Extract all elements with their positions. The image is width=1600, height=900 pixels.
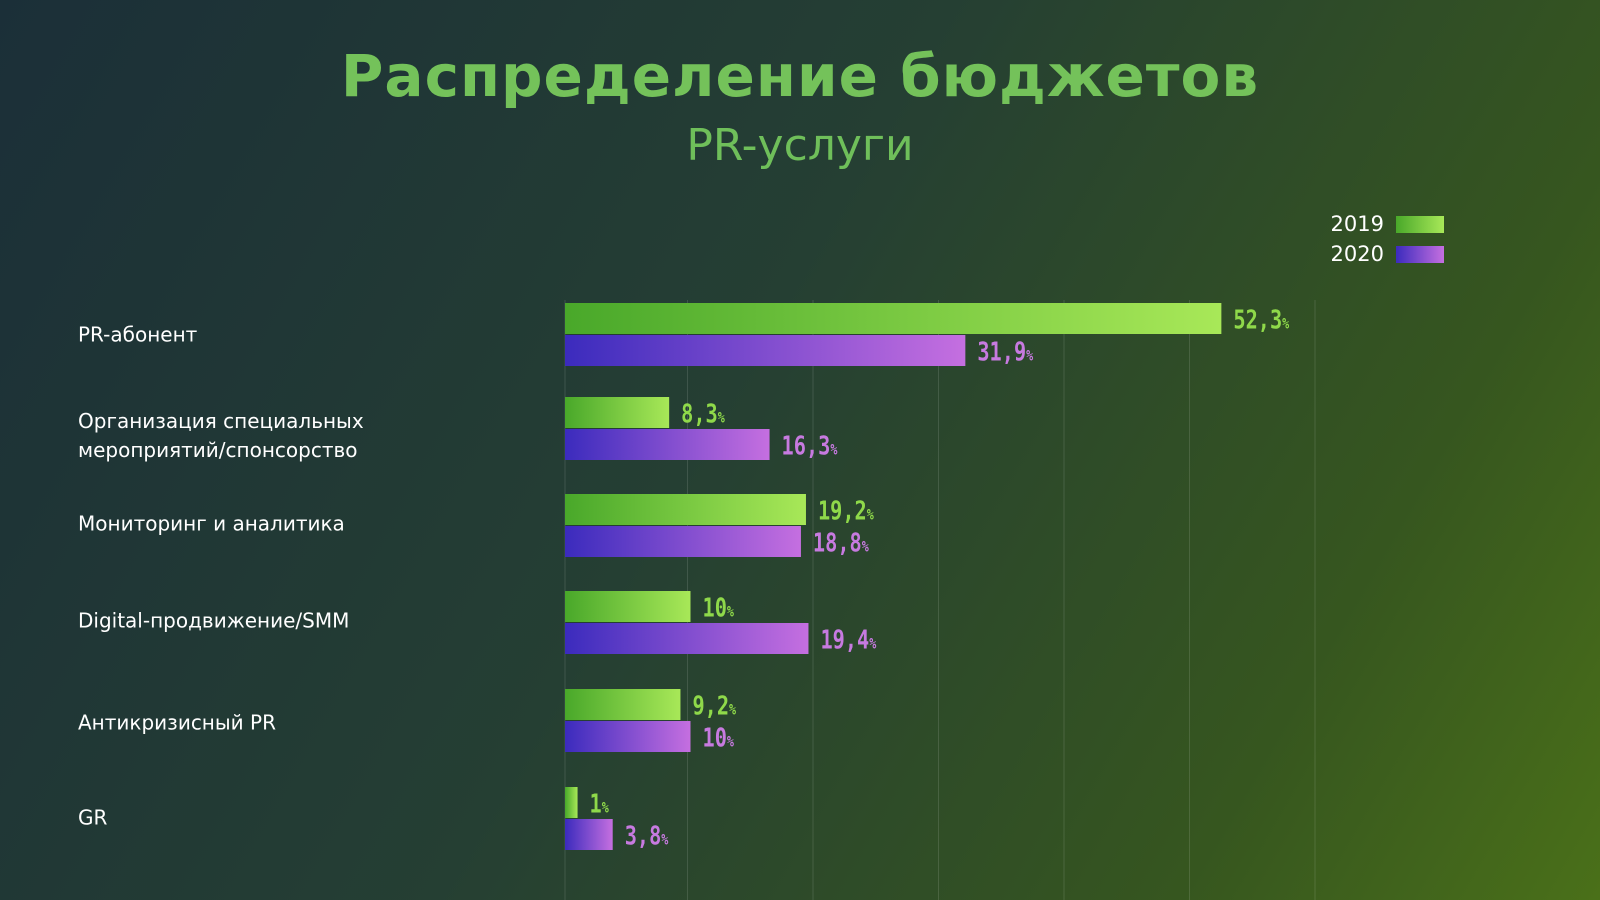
legend-label-2019: 2019 [1330, 212, 1384, 236]
category-label-digital-smm: Digital-продвижение/SMM [78, 608, 350, 633]
data-label-2020-5: 3,8% [625, 821, 669, 851]
legend-item-2019: 2019 [1331, 211, 1444, 237]
data-label-2019-0: 52,3% [1233, 305, 1289, 335]
bar-2020-4 [565, 721, 691, 752]
bar-2020-5 [565, 819, 613, 850]
category-label-gr: GR [78, 805, 108, 830]
bar-2019-1 [565, 397, 670, 428]
data-label-2019-4: 9,2% [692, 691, 736, 721]
data-label-2019-5: 1% [590, 789, 609, 819]
legend-swatch-2019 [1396, 215, 1444, 233]
category-label-pr-subscription: PR-абонент [78, 322, 198, 347]
bar-2019-4 [565, 689, 681, 720]
data-label-2019-3: 10% [703, 593, 734, 623]
data-label-2020-4: 10% [703, 723, 734, 753]
bar-2020-3 [565, 623, 809, 654]
bar-2019-0 [565, 303, 1222, 334]
chart-subtitle: PR-услуги [686, 120, 914, 171]
data-label-2019-2: 19,2% [818, 496, 874, 526]
bar-2019-5 [565, 787, 578, 818]
data-label-2020-1: 16,3% [782, 431, 838, 461]
chart-title: Распределение бюджетов [340, 42, 1260, 110]
legend-item-2020: 2020 [1331, 241, 1444, 267]
bar-2019-3 [565, 591, 691, 622]
data-label-2020-0: 31,9% [977, 337, 1033, 367]
data-label-2020-3: 19,4% [820, 625, 876, 655]
data-label-2019-1: 8,3% [681, 399, 725, 429]
category-label-anticrisis-pr: Антикризисный PR [78, 710, 276, 735]
bar-2020-2 [565, 526, 801, 557]
bar-2020-1 [565, 429, 770, 460]
bar-2020-0 [565, 335, 966, 366]
category-label-monitoring: Мониторинг и аналитика [78, 511, 345, 536]
legend-label-2020: 2020 [1330, 242, 1384, 266]
category-label-special-events: Организация специальных мероприятий/спон… [78, 409, 364, 462]
legend-swatch-2020 [1396, 245, 1444, 263]
bar-2019-2 [565, 494, 806, 525]
data-label-2020-2: 18,8% [813, 528, 869, 558]
